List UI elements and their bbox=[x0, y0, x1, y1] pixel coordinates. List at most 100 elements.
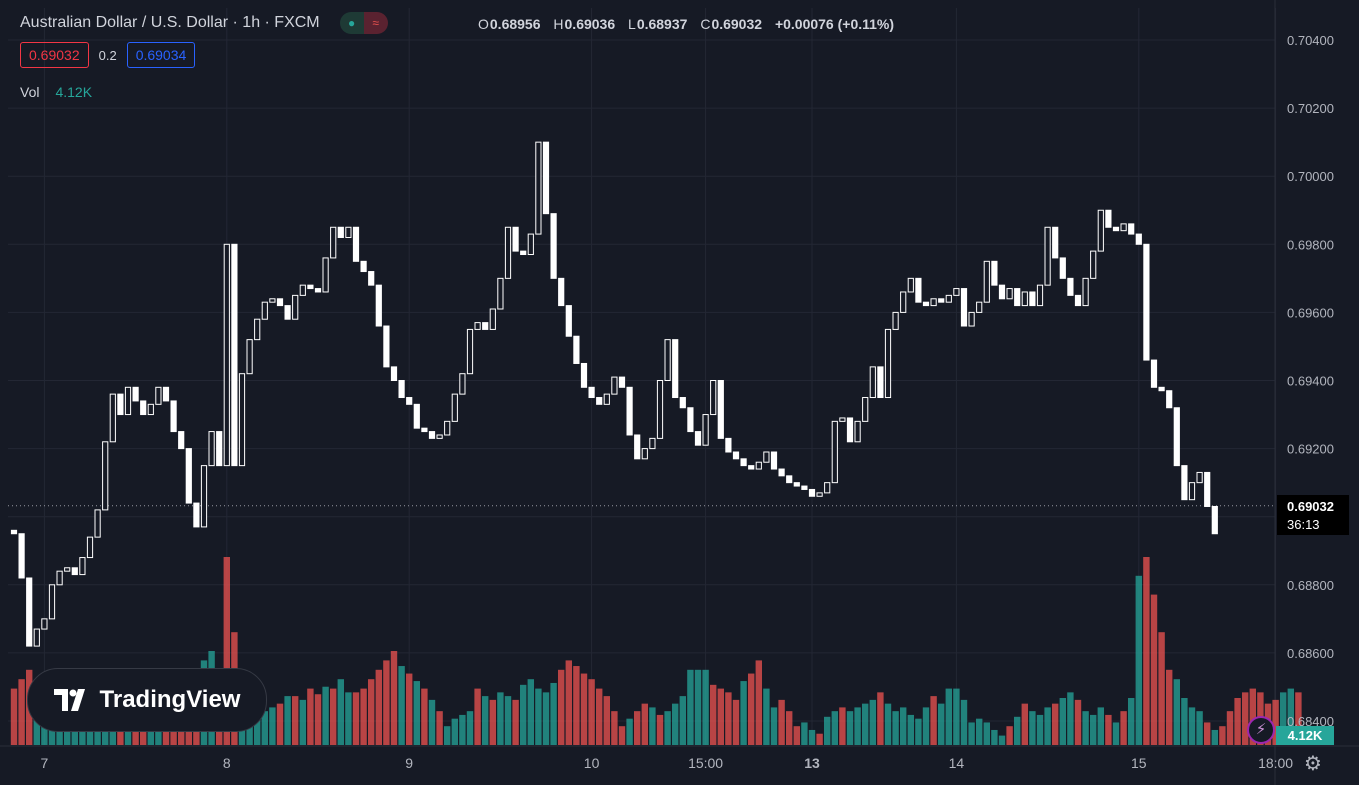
time-tick-label: 8 bbox=[223, 755, 231, 771]
close-value: 0.69032 bbox=[711, 16, 763, 32]
candle-down bbox=[1067, 277, 1074, 296]
volume-bar bbox=[482, 696, 489, 745]
time-tick-label: 9 bbox=[405, 755, 413, 771]
candle-down bbox=[314, 288, 322, 293]
candle-down bbox=[18, 533, 25, 579]
candle-down bbox=[915, 277, 922, 303]
candle-up bbox=[474, 322, 481, 330]
volume-bar bbox=[1112, 722, 1120, 745]
candle-down bbox=[352, 226, 360, 262]
candle-down bbox=[1014, 288, 1021, 307]
time-tick-label: 15:00 bbox=[688, 755, 723, 771]
time-tick-label: 13 bbox=[804, 755, 820, 771]
candle-down bbox=[406, 397, 413, 405]
volume-bar bbox=[1052, 703, 1059, 745]
volume-bar bbox=[740, 681, 747, 745]
volume-bar bbox=[755, 660, 762, 745]
candle-up bbox=[466, 328, 474, 375]
volume-bar bbox=[732, 699, 740, 745]
candle-up bbox=[322, 257, 329, 293]
candle-down bbox=[26, 577, 33, 647]
candle-down bbox=[998, 284, 1006, 300]
settings-gear-icon[interactable]: ⚙ bbox=[1304, 753, 1322, 775]
market-status[interactable]: ● ≈ bbox=[339, 12, 388, 34]
candle-down bbox=[679, 397, 686, 409]
volume-bar bbox=[1295, 692, 1302, 745]
volume-bar bbox=[428, 699, 436, 745]
volume-bar bbox=[1158, 632, 1165, 745]
candle-down bbox=[1173, 407, 1180, 467]
candle-up bbox=[155, 386, 162, 405]
volume-bar bbox=[1105, 714, 1112, 745]
volume-bar bbox=[611, 711, 618, 745]
volume-bar bbox=[808, 729, 816, 745]
price-axis[interactable]: 0.70400 0.70200 0.70000 0.69800 0.69600 0.694… bbox=[1287, 33, 1334, 729]
candle-down bbox=[801, 485, 808, 490]
candle-down bbox=[938, 298, 945, 303]
volume-bar bbox=[497, 692, 504, 745]
sell-button[interactable]: 0.69032 bbox=[20, 42, 89, 68]
volume-bar bbox=[877, 692, 884, 745]
volume-tag: 4.12K bbox=[1276, 726, 1334, 745]
candle-up bbox=[763, 451, 770, 463]
volume-bar bbox=[1150, 594, 1158, 745]
candle-up bbox=[109, 393, 116, 443]
volume-bar bbox=[269, 707, 276, 745]
trading-panel: 0.69032 0.2 0.69034 bbox=[20, 42, 196, 68]
symbol-title[interactable]: Australian Dollar / U.S. Dollar · 1h · F… bbox=[20, 14, 320, 31]
candle-up bbox=[649, 437, 656, 450]
volume-bar bbox=[907, 714, 914, 745]
volume-bar bbox=[466, 711, 474, 745]
volume-bar bbox=[474, 688, 481, 745]
volume-bar bbox=[786, 711, 793, 745]
volume-bar bbox=[991, 729, 998, 745]
candle-down bbox=[520, 250, 527, 256]
time-axis[interactable]: 7 8 9 10 15:00 13 14 15 18:00 bbox=[41, 755, 1294, 771]
candle-up bbox=[611, 376, 618, 395]
candle-up bbox=[930, 298, 937, 307]
lightning-icon[interactable]: ⚡ bbox=[1247, 716, 1275, 744]
volume-bar bbox=[687, 669, 694, 745]
volume-bar bbox=[284, 696, 291, 745]
candle-up bbox=[710, 380, 717, 416]
volume-bar bbox=[383, 660, 390, 745]
open-label: O bbox=[478, 16, 489, 32]
volume-bar bbox=[824, 716, 831, 745]
candle-up bbox=[497, 277, 504, 310]
volume-bar bbox=[953, 688, 960, 745]
volume-bar bbox=[588, 679, 595, 745]
volume-bar bbox=[1143, 557, 1150, 745]
candle-up bbox=[444, 420, 451, 436]
candle-down bbox=[1158, 386, 1165, 392]
buy-button[interactable]: 0.69034 bbox=[126, 42, 196, 68]
candle-down bbox=[748, 465, 755, 470]
candle-down bbox=[512, 226, 519, 252]
symbol-header[interactable]: Australian Dollar / U.S. Dollar · 1h · F… bbox=[20, 12, 388, 34]
volume-bar bbox=[223, 557, 230, 745]
volume-bar bbox=[831, 711, 838, 745]
volume-bar bbox=[983, 722, 990, 745]
logo-text: TradingView bbox=[99, 686, 241, 713]
candle-up bbox=[1021, 291, 1028, 307]
volume-bar bbox=[360, 688, 367, 745]
tradingview-logo[interactable]: TradingView bbox=[27, 668, 267, 732]
candle-down bbox=[672, 339, 679, 399]
last-price-tag: 0.69032 36:13 bbox=[1277, 495, 1349, 535]
candle-down bbox=[550, 213, 557, 279]
candle-up bbox=[976, 301, 983, 313]
volume-bar bbox=[573, 666, 580, 745]
volume-legend[interactable]: Vol 4.12K bbox=[20, 84, 92, 100]
candle-up bbox=[1044, 226, 1051, 286]
candle-up bbox=[436, 434, 443, 439]
volume-bar bbox=[884, 703, 892, 745]
volume-bar bbox=[451, 718, 458, 745]
candle-up bbox=[824, 482, 831, 494]
candle-down bbox=[132, 386, 139, 402]
candle-down bbox=[687, 407, 694, 433]
price-tick-label: 0.70000 bbox=[1287, 169, 1334, 184]
volume-bar bbox=[512, 699, 519, 745]
candle-up bbox=[1006, 288, 1013, 300]
candle-down bbox=[558, 277, 565, 307]
candle-up bbox=[1188, 482, 1196, 501]
